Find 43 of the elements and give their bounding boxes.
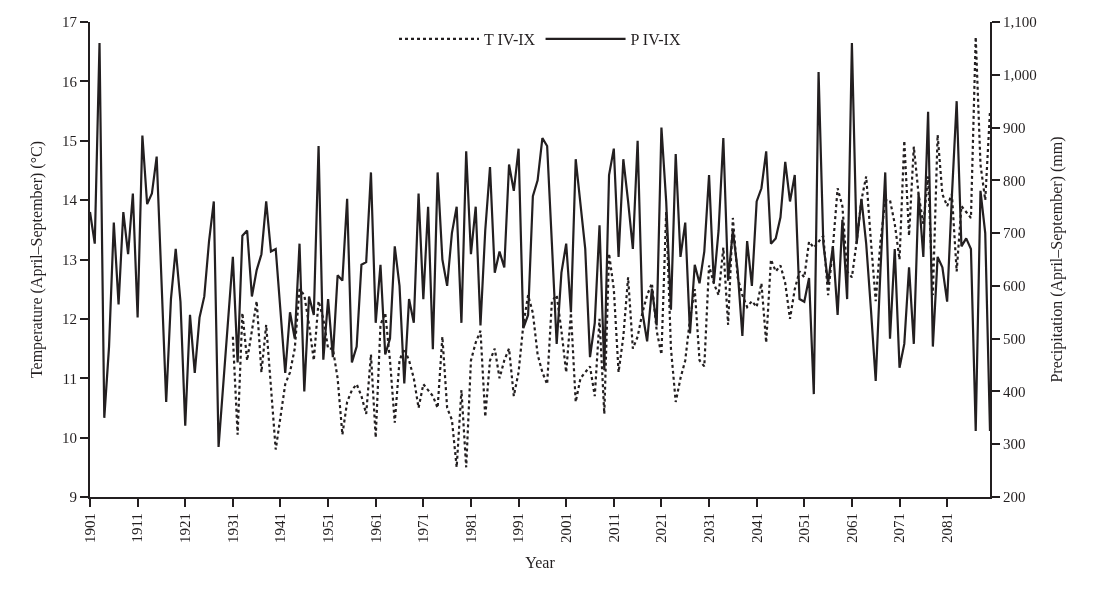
x-tick-label: 1931: [224, 513, 241, 543]
y2-tick-label: 300: [1003, 436, 1026, 453]
legend-label: T IV-IX: [484, 31, 536, 49]
y2-tick-label: 500: [1003, 330, 1026, 347]
x-tick-label: 1971: [415, 513, 432, 543]
y2-tick-label: 800: [1003, 172, 1026, 189]
x-tick-label: 1941: [272, 513, 289, 543]
x-tick-label: 2061: [843, 513, 860, 543]
y-tick-label: 16: [62, 73, 78, 90]
y-tick-label: 17: [62, 14, 78, 31]
y-axis-title: Temperature (April–September) (°C): [28, 140, 47, 379]
y-tick-label: 13: [62, 251, 77, 268]
y2-tick-label: 400: [1003, 383, 1026, 400]
y-tick-label: 11: [62, 370, 77, 387]
x-tick-label: 1991: [510, 513, 527, 543]
x-tick-label: 1981: [462, 513, 479, 543]
x-tick-label: 2051: [796, 513, 813, 543]
x-tick-label: 1901: [81, 513, 98, 543]
y2-tick-label: 1,100: [1003, 14, 1037, 31]
x-tick-label: 2081: [939, 513, 956, 543]
y-tick-label: 9: [69, 489, 77, 506]
y2-axis-title: Precipitation (April–September) (mm): [1047, 136, 1066, 383]
y-tick-label: 12: [62, 311, 77, 328]
y2-tick-label: 900: [1003, 119, 1026, 136]
x-tick-label: 2001: [558, 513, 575, 543]
x-axis-title: Year: [525, 554, 556, 572]
x-tick-label: 1951: [319, 513, 336, 543]
x-tick-label: 2071: [891, 513, 908, 543]
x-tick-label: 1921: [177, 513, 194, 543]
x-tick-label: 2041: [748, 513, 765, 543]
x-tick-label: 1961: [367, 513, 384, 543]
x-tick-label: 2031: [700, 513, 717, 543]
y-tick-label: 14: [62, 192, 78, 209]
y-tick-label: 15: [62, 133, 77, 149]
x-tick-label: 1911: [129, 513, 146, 543]
y2-tick-label: 600: [1003, 278, 1026, 295]
y2-tick-label: 200: [1003, 489, 1026, 506]
y-tick-label: 10: [62, 429, 77, 446]
legend-label: P IV-IX: [630, 31, 681, 49]
x-tick-label: 2021: [653, 513, 670, 543]
x-tick-label: 2011: [605, 513, 622, 543]
y2-tick-label: 1,000: [1003, 67, 1037, 84]
y2-tick-label: 700: [1003, 225, 1026, 242]
